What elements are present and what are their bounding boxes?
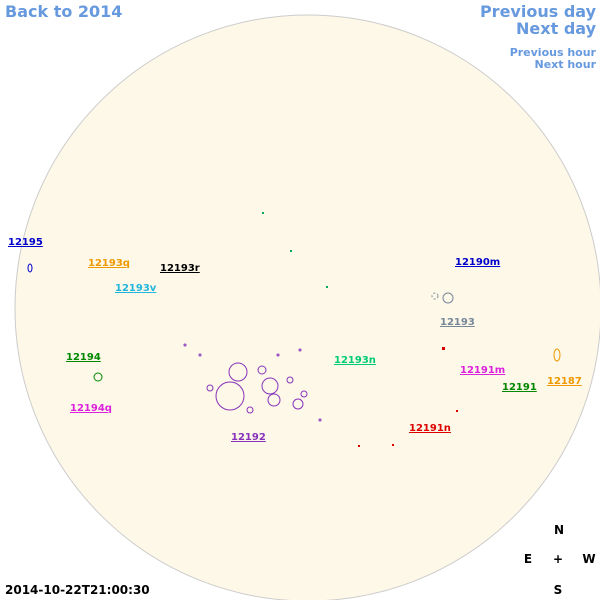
compass-west: W [582,552,595,566]
back-link[interactable]: Back to 2014 [5,2,122,21]
region-link[interactable]: 12193q [88,258,130,269]
compass-east: E [524,552,532,566]
previous-day-link[interactable]: Previous day [480,2,597,21]
compass-center: + [553,552,563,566]
region-link[interactable]: 12195 [8,237,43,248]
region-link[interactable]: 12190m [455,257,500,268]
next-hour-link[interactable]: Next hour [535,58,597,71]
compass-south: S [554,583,563,597]
compass-north: N [554,523,564,537]
region-link[interactable]: 12194 [66,352,101,363]
sunspots [27,212,561,447]
solar-disk [14,14,600,602]
region-link[interactable]: 12187 [547,376,582,387]
region-link[interactable]: 12193 [440,317,475,328]
region-link[interactable]: 12192 [231,432,266,443]
timestamp: 2014-10-22T21:00:30 [5,583,150,597]
region-link[interactable]: 12193n [334,355,376,366]
region-link[interactable]: 12191 [502,382,537,393]
next-day-link[interactable]: Next day [516,19,597,38]
region-link[interactable]: 12194q [70,403,112,414]
region-link[interactable]: 12193r [160,263,200,274]
previous-hour-link[interactable]: Previous hour [510,46,597,59]
region-link[interactable]: 12191m [460,365,505,376]
region-link[interactable]: 12193v [115,283,157,294]
region-link[interactable]: 12191n [409,423,451,434]
